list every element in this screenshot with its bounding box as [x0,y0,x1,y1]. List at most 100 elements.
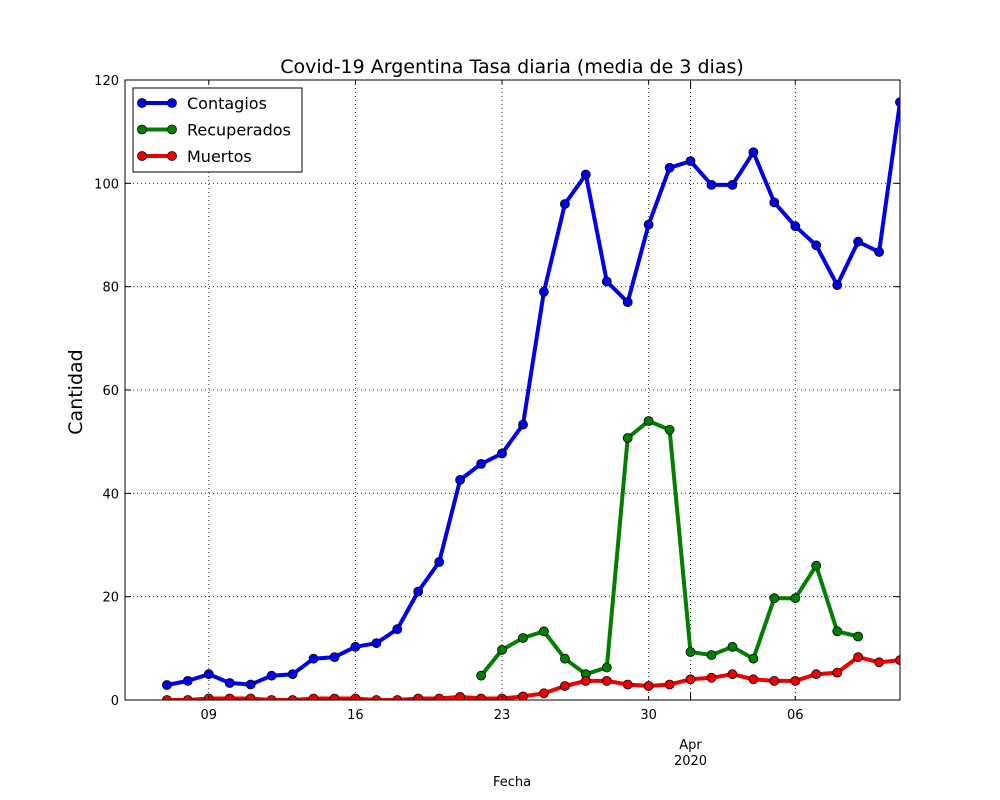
series-layer [161,97,900,700]
y-tick-label: 120 [94,74,119,89]
data-point [769,676,780,686]
data-point [622,679,633,690]
legend-entry: Muertos [137,147,252,166]
legend-label: Contagios [187,94,267,113]
data-point [811,669,822,680]
x-tick-label: 16 [347,708,364,723]
data-point [224,678,235,688]
data-point [769,197,780,208]
legend-marker [137,124,147,135]
data-point [706,672,717,683]
data-point [434,693,445,700]
x-tick-label: 30 [640,708,657,723]
y-tick-label: 60 [102,384,119,399]
data-point [748,147,759,158]
data-point [329,652,340,662]
data-point [329,693,340,700]
data-point [434,557,445,567]
data-point [790,676,801,686]
data-point [790,221,801,232]
data-point [727,641,738,652]
data-point [203,669,214,680]
data-point [287,669,298,680]
data-point [560,653,570,664]
data-point [601,676,612,686]
data-point [580,676,591,686]
data-point [455,692,465,700]
data-point [706,650,717,660]
data-point [413,586,424,597]
data-point [769,593,780,604]
data-point [497,645,507,655]
series-recuperados [476,416,863,681]
data-point [308,653,319,664]
legend-marker [137,98,147,108]
y-axis-label: Cantidad [65,349,87,434]
data-point [224,693,235,700]
data-point [455,474,466,485]
data-point [664,679,675,690]
y-tick-label: 0 [111,694,119,709]
y-tick-label: 80 [102,281,119,296]
y-tick-label: 100 [94,177,119,192]
data-point [580,169,591,180]
data-point [853,652,863,662]
data-point [832,280,843,291]
data-point [245,679,256,690]
legend-marker [167,124,177,135]
data-point [245,693,256,700]
series-muertos [162,652,900,700]
data-point [853,236,863,247]
data-point [392,624,403,635]
data-point [727,669,738,680]
data-point [706,179,717,190]
data-point [832,626,843,637]
data-point [476,693,486,700]
x-major-tick-sublabel: 2020 [674,754,707,769]
data-point [560,681,570,691]
data-point [560,199,570,209]
data-point [518,419,528,430]
series-contagios [161,97,900,690]
data-point [853,631,863,642]
data-point [371,695,382,700]
data-point [643,416,654,426]
legend-entry: Contagios [137,94,267,113]
legend-marker [137,151,147,161]
data-point [539,286,549,297]
data-point [497,448,507,459]
data-point [811,560,822,571]
legend: Contagios Recuperados Muertos [132,87,303,173]
data-point [371,638,382,649]
data-point [643,219,654,230]
x-major-tick-label: Apr [679,738,702,753]
y-tick-label: 40 [102,487,119,502]
data-point [518,633,528,643]
data-point [874,247,884,257]
data-point [182,676,193,686]
data-point [748,674,759,685]
data-point [601,276,612,287]
legend-label: Muertos [187,147,252,166]
data-point [350,641,361,652]
x-axis-label: Fecha [493,775,531,790]
data-point [790,593,801,604]
data-point [539,688,549,699]
data-point [874,657,884,668]
data-point [539,626,549,637]
y-tick-label: 20 [102,591,119,606]
data-point [518,691,528,700]
legend-label: Recuperados [187,121,291,140]
data-point [476,670,487,681]
data-point [266,695,277,700]
data-point [685,647,696,657]
data-point [664,162,675,173]
data-point [643,681,654,691]
data-point [832,667,843,678]
data-point [601,662,612,673]
legend-marker [167,98,177,108]
data-point [162,695,172,700]
data-point [685,674,696,685]
data-point [308,693,319,700]
